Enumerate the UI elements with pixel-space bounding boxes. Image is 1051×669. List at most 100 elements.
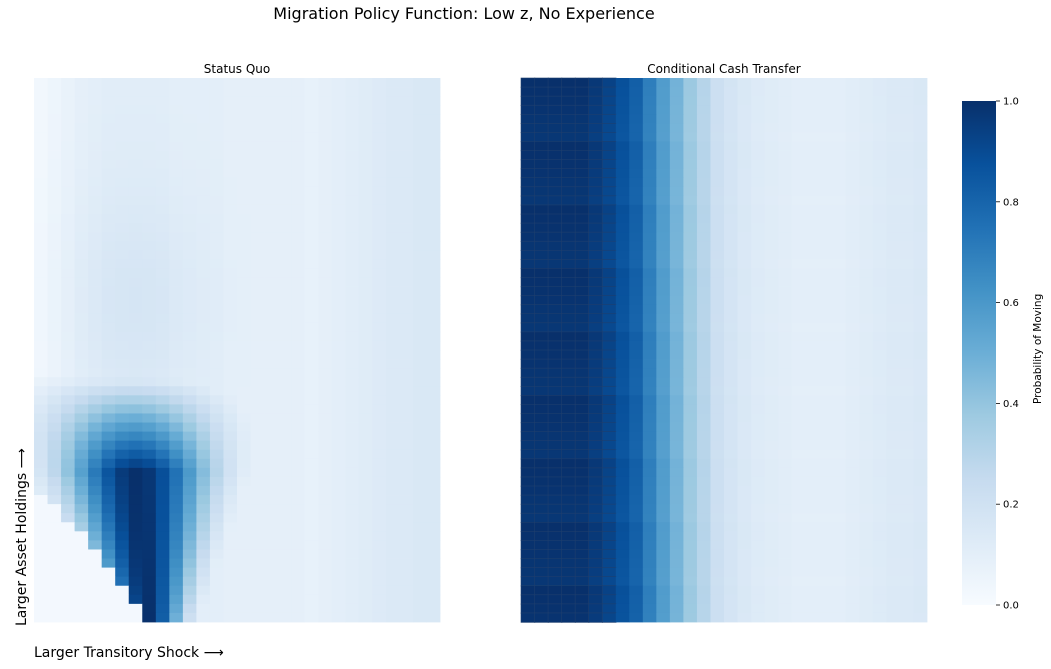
heatmap-cell (196, 277, 211, 287)
heatmap-cell (791, 585, 806, 596)
heatmap-cell (182, 286, 197, 296)
heatmap-cell (426, 241, 441, 251)
heatmap-cell (331, 522, 346, 532)
heatmap-cell (264, 567, 278, 578)
heatmap-cell (629, 395, 644, 405)
heatmap-cell (547, 204, 563, 215)
heatmap-cell (61, 304, 75, 315)
heatmap-cell (331, 504, 346, 514)
heatmap-cell (291, 495, 306, 505)
heatmap-cell (412, 404, 427, 414)
heatmap-cell (385, 295, 400, 306)
heatmap-cell (899, 186, 914, 197)
heatmap-cell (385, 540, 400, 550)
heatmap-cell (182, 350, 197, 360)
heatmap-cell (696, 241, 711, 251)
heatmap-cell (209, 331, 224, 342)
heatmap-cell (696, 340, 711, 351)
heatmap-cell (34, 567, 48, 578)
heatmap-cell (304, 495, 319, 505)
heatmap-cell (34, 123, 48, 133)
heatmap-cell (642, 476, 657, 487)
heatmap-cell (426, 612, 441, 623)
heatmap-cell (264, 340, 278, 351)
heatmap-cell (264, 313, 278, 324)
heatmap-cell (223, 123, 238, 133)
heatmap-cell (696, 277, 711, 287)
heatmap-cell (182, 177, 197, 188)
figure-title: Migration Policy Function: Low z, No Exp… (273, 4, 655, 23)
heatmap-cell (34, 286, 48, 296)
heatmap-cell (642, 594, 657, 605)
heatmap-cell (656, 522, 671, 532)
heatmap-cell (574, 594, 590, 605)
heatmap-cell (899, 359, 914, 369)
heatmap-cell (47, 440, 62, 451)
heatmap-cell (331, 331, 346, 342)
heatmap-cell (588, 567, 603, 578)
heatmap-cell (34, 78, 48, 88)
heatmap-cell (751, 331, 765, 342)
heatmap-cell (142, 241, 157, 251)
heatmap-cell (899, 549, 914, 559)
heatmap-cell (547, 150, 563, 161)
heatmap-cell (237, 404, 251, 414)
heatmap-cell (913, 132, 928, 142)
heatmap-cell (899, 268, 914, 278)
heatmap-cell (426, 186, 441, 197)
heatmap-cell (696, 250, 711, 260)
heatmap-cell (710, 603, 725, 614)
heatmap-cell (724, 241, 738, 251)
heatmap-cell (250, 195, 265, 206)
heatmap-cell (520, 240, 536, 251)
heatmap-cell (805, 522, 820, 532)
heatmap-cell (74, 440, 89, 451)
heatmap-cell (872, 458, 887, 469)
heatmap-cell (209, 431, 224, 442)
heatmap-cell (791, 286, 806, 296)
heatmap-cell (155, 313, 170, 324)
heatmap-cell (250, 322, 265, 333)
heatmap-cell (115, 177, 130, 188)
heatmap-cell (426, 105, 441, 115)
heatmap-cell (710, 259, 725, 269)
heatmap-cell (805, 159, 820, 170)
heatmap-cell (751, 159, 765, 170)
heatmap-cell (209, 195, 224, 206)
heatmap-cell (277, 476, 292, 487)
heatmap-cell (859, 576, 874, 587)
heatmap-cell (358, 404, 373, 414)
heatmap-cell (426, 168, 441, 179)
heatmap-cell (818, 368, 833, 378)
heatmap-cell (886, 585, 901, 596)
heatmap-cell (115, 204, 130, 215)
heatmap-cell (358, 141, 373, 151)
heatmap-cell (656, 204, 671, 215)
heatmap-cell (615, 404, 630, 414)
heatmap-cell (223, 422, 238, 432)
colorbar-tick-label: 0.4 (1003, 399, 1019, 410)
heatmap-cell (899, 531, 914, 541)
heatmap-cell (142, 204, 157, 215)
heatmap-cell (128, 558, 143, 568)
heatmap-cell (115, 195, 130, 206)
heatmap-cell (250, 377, 265, 387)
heatmap-cell (372, 286, 387, 296)
heatmap-cell (128, 277, 143, 287)
heatmap-cell (656, 476, 671, 487)
heatmap-cell (832, 78, 847, 88)
heatmap-cell (155, 558, 170, 568)
heatmap-cell (520, 431, 536, 442)
heatmap-cell (791, 386, 806, 396)
heatmap-cell (74, 132, 89, 142)
heatmap-cell (737, 268, 752, 278)
heatmap-cell (385, 449, 400, 460)
heatmap-cell (169, 603, 184, 614)
heatmap-cell (34, 322, 48, 333)
heatmap-cell (223, 585, 238, 596)
heatmap-cell (886, 594, 901, 605)
heatmap-cell (669, 612, 684, 623)
heatmap-cell (669, 585, 684, 596)
heatmap-cell (61, 223, 75, 233)
heatmap-cell (832, 558, 847, 568)
